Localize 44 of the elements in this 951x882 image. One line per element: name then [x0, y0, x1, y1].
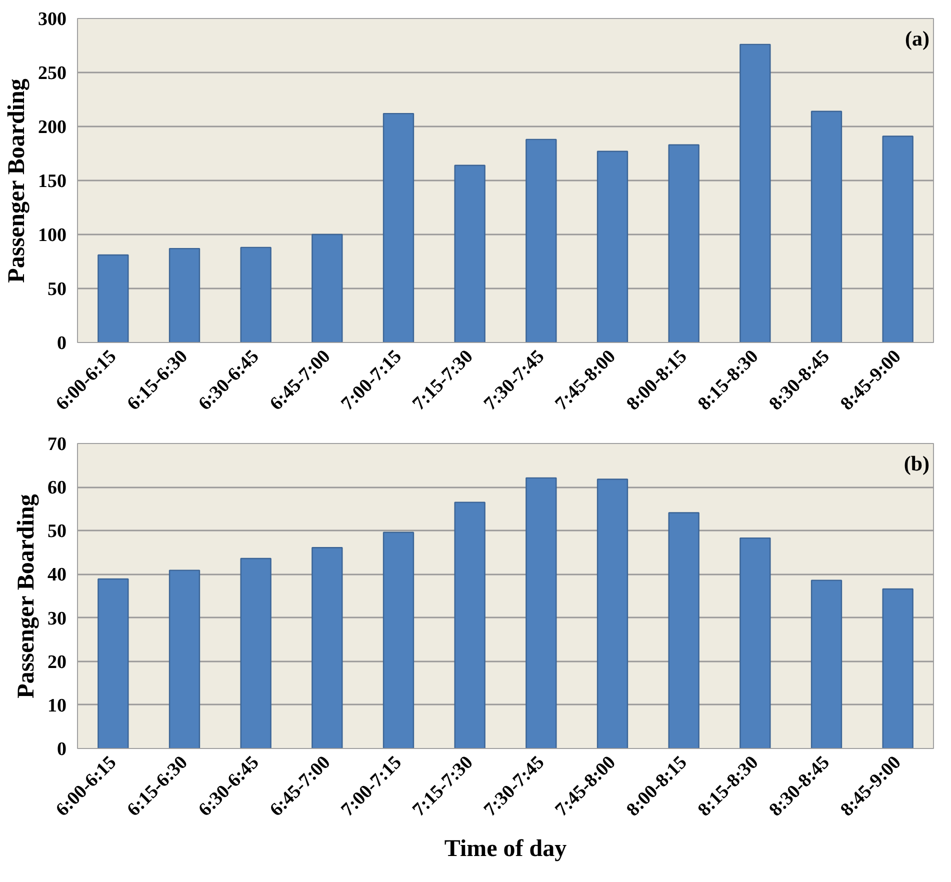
bar: [596, 478, 628, 748]
y-tick-label: 0: [57, 333, 66, 354]
bar: [810, 580, 842, 748]
bar: [526, 138, 557, 342]
annotation: (a): [905, 26, 930, 50]
bar: [454, 502, 486, 748]
y-tick-label: 50: [48, 279, 66, 300]
x-axis-title: Time of day: [444, 836, 567, 862]
y-tick-label: 40: [48, 564, 66, 586]
bar: [240, 558, 272, 748]
bar: [168, 248, 200, 342]
bar: [98, 254, 129, 342]
y-tick-label: 300: [38, 9, 66, 30]
y-tick-label: 100: [38, 225, 66, 246]
y-tick-label: 30: [48, 608, 66, 630]
bar: [168, 570, 200, 748]
bar: [596, 150, 628, 342]
y-tick-label: 60: [48, 478, 66, 499]
bar: [382, 532, 414, 748]
y-tick-label: 250: [38, 63, 66, 84]
bar: [740, 537, 771, 748]
y-tick-label: 200: [38, 117, 66, 138]
bar: [312, 547, 343, 748]
y-axis-title: Passenger Boarding: [4, 78, 30, 283]
bar: [882, 588, 914, 748]
bar: [882, 136, 914, 342]
bar: [382, 112, 414, 342]
bar: [312, 234, 343, 342]
y-tick-label: 50: [48, 521, 66, 542]
y-axis-title: Passenger Boarding: [14, 494, 40, 698]
y-tick-label: 150: [38, 171, 66, 192]
bar: [454, 164, 486, 342]
y-tick-label: 0: [57, 739, 66, 760]
y-tick-label: 10: [48, 695, 66, 716]
bar: [526, 477, 557, 748]
bar: [98, 578, 129, 748]
y-tick-label: 20: [48, 652, 66, 673]
bar: [668, 512, 700, 748]
y-tick-label: 70: [48, 434, 66, 455]
bar: [668, 144, 700, 342]
bar: [810, 110, 842, 342]
annotation: (b): [904, 452, 930, 476]
bar: [740, 44, 771, 342]
bar: [240, 246, 272, 342]
